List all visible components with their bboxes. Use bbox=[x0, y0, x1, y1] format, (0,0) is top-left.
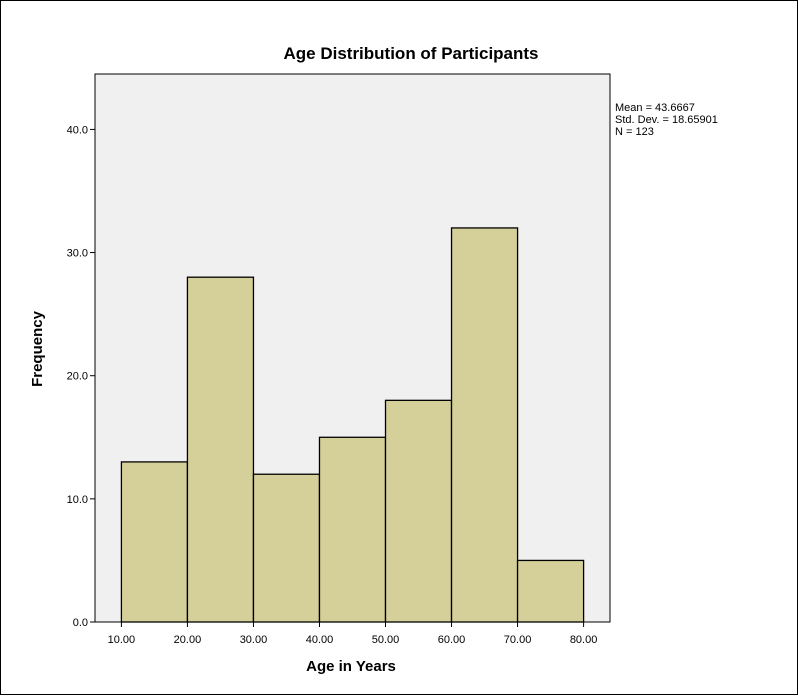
histogram-bar bbox=[186, 276, 255, 623]
stat-mean: Mean = 43.6667 bbox=[615, 102, 695, 114]
histogram-bar bbox=[120, 461, 189, 623]
y-axis-title: Frequency bbox=[29, 310, 46, 387]
y-tick-label: 30.0 bbox=[67, 248, 88, 260]
histogram-bar bbox=[384, 399, 453, 623]
x-tick-label: 70.00 bbox=[504, 634, 532, 646]
x-tick-label: 10.00 bbox=[108, 634, 136, 646]
histogram-bar bbox=[318, 436, 387, 623]
y-tick-label: 10.0 bbox=[67, 494, 88, 506]
x-axis-title: Age in Years bbox=[306, 658, 396, 675]
histogram-bar bbox=[516, 559, 585, 623]
bars-group bbox=[120, 227, 585, 623]
x-tick-label: 60.00 bbox=[438, 634, 466, 646]
y-tick-label: 20.0 bbox=[67, 371, 88, 383]
x-tick-label: 20.00 bbox=[174, 634, 202, 646]
x-tick-label: 50.00 bbox=[372, 634, 400, 646]
histogram-bar bbox=[450, 227, 519, 623]
y-tick-label: 0.0 bbox=[73, 617, 88, 629]
x-tick-label: 80.00 bbox=[570, 634, 598, 646]
statistics-legend: Mean = 43.6667 Std. Dev. = 18.65901 N = … bbox=[615, 102, 718, 138]
x-tick-label: 30.00 bbox=[240, 634, 268, 646]
stat-std-dev: Std. Dev. = 18.65901 bbox=[615, 114, 718, 126]
axes-group: 0.0 10.0 20.0 30.0 40.0 10.00 20.00 30.00 40.00 5… bbox=[67, 124, 598, 646]
chart-title: Age Distribution of Participants bbox=[283, 44, 538, 63]
y-tick-label: 40.0 bbox=[67, 124, 88, 136]
x-tick-label: 40.00 bbox=[306, 634, 334, 646]
histogram-bar bbox=[252, 473, 321, 623]
stat-n: N = 123 bbox=[615, 126, 654, 138]
